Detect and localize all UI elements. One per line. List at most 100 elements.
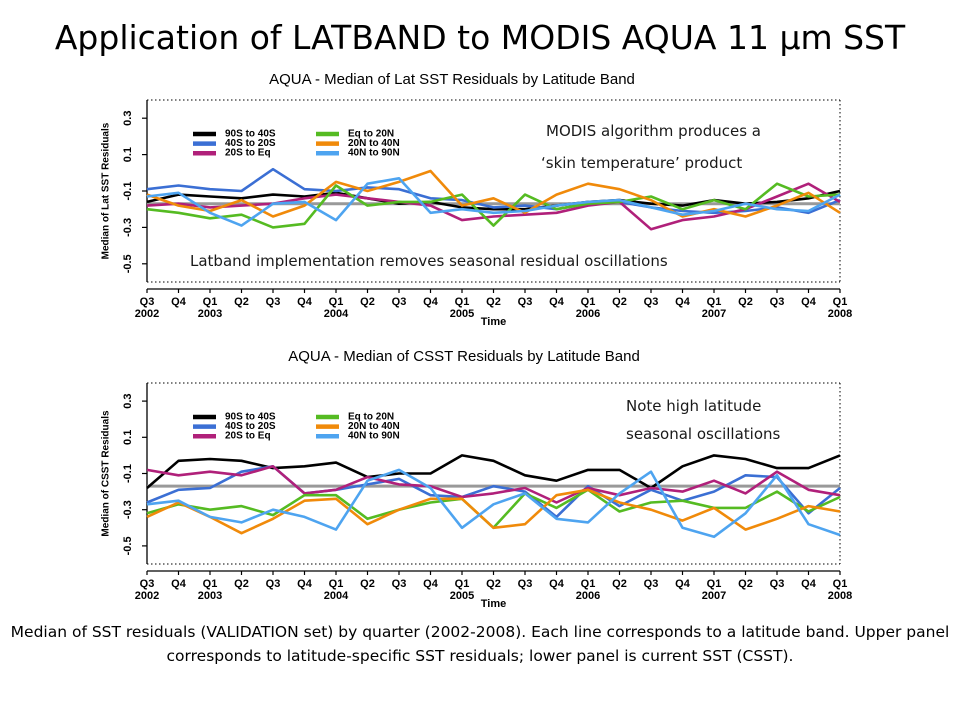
x-tick-label: Q2: [612, 296, 627, 308]
x-tick-label: Q2: [612, 578, 627, 590]
legend-label: 90S to 40S: [225, 129, 276, 140]
legend-label: 40N to 90N: [348, 431, 400, 442]
x-tick-year-label: 2007: [702, 308, 726, 320]
x-tick-label: Q4: [675, 578, 691, 590]
x-tick-label: Q4: [423, 296, 439, 308]
x-tick-label: Q1: [581, 578, 596, 590]
y-tick-label: -0.1: [122, 464, 134, 483]
y-tick-label: 0.3: [122, 111, 134, 126]
plot-background: [147, 100, 840, 282]
x-tick-label: Q3: [392, 296, 407, 308]
lat-sst-residuals-chart: AQUA - Median of Lat SST Residuals by La…: [101, 71, 853, 328]
x-tick-label: Q4: [171, 296, 187, 308]
legend-label: 40N to 90N: [348, 148, 400, 159]
series-line-1: [146, 189, 841, 211]
x-tick-label: Q3: [266, 578, 281, 590]
x-tick-label: Q1: [455, 296, 470, 308]
slide-caption: Median of SST residuals (VALIDATION set)…: [10, 623, 950, 665]
annotation-latband: Latband implementation removes seasonal …: [190, 252, 668, 270]
x-tick-year-label: 2003: [198, 308, 222, 320]
x-tick-year-label: 2008: [828, 590, 852, 602]
y-tick-label: -0.3: [122, 500, 134, 519]
series-line-4: [146, 182, 841, 229]
x-tick-label: Q1: [833, 578, 848, 590]
x-tick-label: Q3: [140, 296, 155, 308]
legend-label: 20S to Eq: [225, 148, 271, 159]
x-tick-label: Q3: [770, 296, 785, 308]
annotation-high-latitude-line1: Note high latitude: [626, 397, 761, 415]
x-tick-label: Q4: [549, 578, 565, 590]
chart-title: AQUA - Median of CSST Residuals by Latit…: [288, 348, 640, 365]
y-tick-label: 0.1: [122, 430, 134, 445]
x-tick-label: Q2: [738, 296, 753, 308]
x-tick-year-label: 2005: [450, 590, 474, 602]
x-tick-label: Q3: [266, 296, 281, 308]
legend-label: 20N to 40N: [348, 138, 400, 149]
legend-label: 40S to 20S: [225, 138, 276, 149]
plot-background: [147, 383, 840, 564]
y-tick-label: -0.5: [122, 536, 134, 555]
x-tick-label: Q2: [234, 296, 249, 308]
legend-label: 40S to 20S: [225, 421, 276, 432]
x-tick-label: Q4: [801, 578, 817, 590]
x-tick-label: Q3: [392, 578, 407, 590]
annotation-modis-line1: MODIS algorithm produces a: [546, 122, 761, 140]
y-tick-label: -0.5: [122, 254, 134, 273]
x-tick-label: Q2: [486, 296, 501, 308]
x-tick-label: Q1: [707, 296, 722, 308]
x-tick-year-label: 2004: [324, 308, 349, 320]
plot-area: 0.3 0.1 -0.1 -0.3 -0.5 Median of Lat SST Resi…: [101, 99, 852, 328]
x-tick-label: Q1: [833, 296, 848, 308]
annotation-high-latitude-line2: seasonal oscillations: [626, 425, 781, 443]
x-tick-label: Q4: [171, 578, 187, 590]
x-tick-year-label: 2006: [576, 590, 600, 602]
x-tick-year-label: 2002: [135, 308, 159, 320]
x-tick-label: Q4: [801, 296, 817, 308]
series-line-1: [146, 454, 841, 490]
x-tick-label: Q2: [360, 296, 375, 308]
x-tick-label: Q4: [297, 578, 313, 590]
legend-label: Eq to 20N: [348, 412, 394, 423]
x-tick-year-label: 2004: [324, 590, 349, 602]
x-tick-label: Q2: [486, 578, 501, 590]
x-tick-label: Q4: [423, 578, 439, 590]
y-tick-label: -0.3: [122, 218, 134, 237]
x-tick-label: Q1: [329, 578, 344, 590]
y-tick-label: 0.3: [122, 393, 134, 408]
series-line-6: [146, 468, 841, 539]
y-tick-label: 0.1: [122, 147, 134, 162]
x-tick-label: Q1: [329, 296, 344, 308]
plot-area: 0.3 0.1 -0.1 -0.3 -0.5 Median of CSST Residua…: [101, 382, 852, 610]
x-tick-label: Q4: [549, 296, 565, 308]
x-tick-label: Q4: [297, 296, 313, 308]
legend-label: 20N to 40N: [348, 421, 400, 432]
x-tick-label: Q1: [455, 578, 470, 590]
csst-residuals-chart: AQUA - Median of CSST Residuals by Latit…: [101, 348, 853, 610]
x-axis-title: Time: [481, 598, 506, 610]
annotation-modis-line2: ‘skin temperature’ product: [541, 154, 742, 172]
legend-label: 90S to 40S: [225, 412, 276, 423]
x-tick-label: Q1: [203, 578, 218, 590]
legend-label: Eq to 20N: [348, 129, 394, 140]
x-tick-year-label: 2006: [576, 308, 600, 320]
x-tick-year-label: 2005: [450, 308, 474, 320]
y-tick-label: -0.1: [122, 182, 134, 201]
x-tick-label: Q2: [234, 578, 249, 590]
x-tick-label: Q3: [770, 578, 785, 590]
series-line-3: [146, 465, 841, 504]
x-tick-label: Q4: [675, 296, 691, 308]
x-tick-year-label: 2003: [198, 590, 222, 602]
x-tick-label: Q3: [518, 296, 533, 308]
legend-label: 20S to Eq: [225, 431, 271, 442]
x-tick-label: Q3: [644, 296, 659, 308]
series-line-6: [146, 177, 841, 227]
y-axis-title: Median of Lat SST Residuals: [101, 122, 112, 259]
x-tick-label: Q2: [738, 578, 753, 590]
y-axis-title: Median of CSST Residuals: [101, 410, 112, 537]
x-tick-year-label: 2008: [828, 308, 852, 320]
x-tick-label: Q2: [360, 578, 375, 590]
x-tick-label: Q3: [140, 578, 155, 590]
x-tick-label: Q1: [203, 296, 218, 308]
series-line-3: [146, 182, 841, 231]
